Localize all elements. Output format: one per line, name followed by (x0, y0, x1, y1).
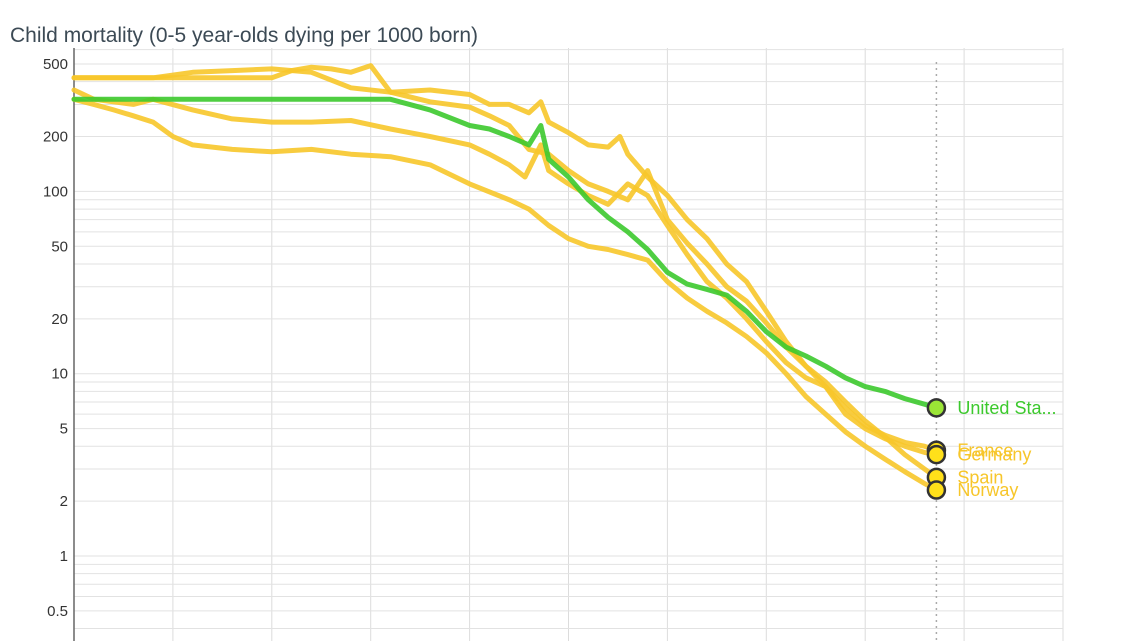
series-end-marker-5[interactable] (926, 480, 947, 500)
y-tick-label: 10 (51, 366, 68, 383)
y-tick-label: 0.5 (47, 603, 68, 620)
series-end-label-5[interactable]: Norway (957, 480, 1018, 500)
series-end-marker-1[interactable] (926, 398, 947, 418)
chart-title: Child mortality (0-5 year-olds dying per… (10, 24, 479, 47)
end-markers (926, 398, 947, 500)
y-tick-label: 50 (51, 238, 68, 255)
y-tick-label: 1 (60, 548, 68, 565)
series-lines (71, 63, 939, 493)
series-end-label-1[interactable]: United Sta... (957, 398, 1056, 418)
series-end-label-3[interactable]: Germany (957, 445, 1031, 465)
series-end-label-2[interactable]: France (957, 440, 1013, 460)
y-tick-label: 2 (60, 493, 68, 510)
y-tick-label: 20 (51, 311, 68, 328)
y-tick-label: 500 (43, 56, 68, 73)
y-tick-label: 5 (60, 421, 68, 438)
y-tick-label: 200 (43, 129, 68, 146)
series-end-marker-3[interactable] (926, 444, 947, 465)
y-axis: 0.5 1 2 5 10 20 50 100 200 500 (43, 48, 75, 641)
grid (74, 48, 1064, 641)
series-end-label-4[interactable]: Spain (957, 467, 1003, 487)
series-line-4[interactable] (71, 63, 939, 480)
series-line-1[interactable] (71, 96, 939, 411)
series-line-5[interactable] (71, 96, 939, 493)
series-line-3[interactable] (71, 66, 939, 458)
y-tick-label: 100 (43, 183, 68, 200)
